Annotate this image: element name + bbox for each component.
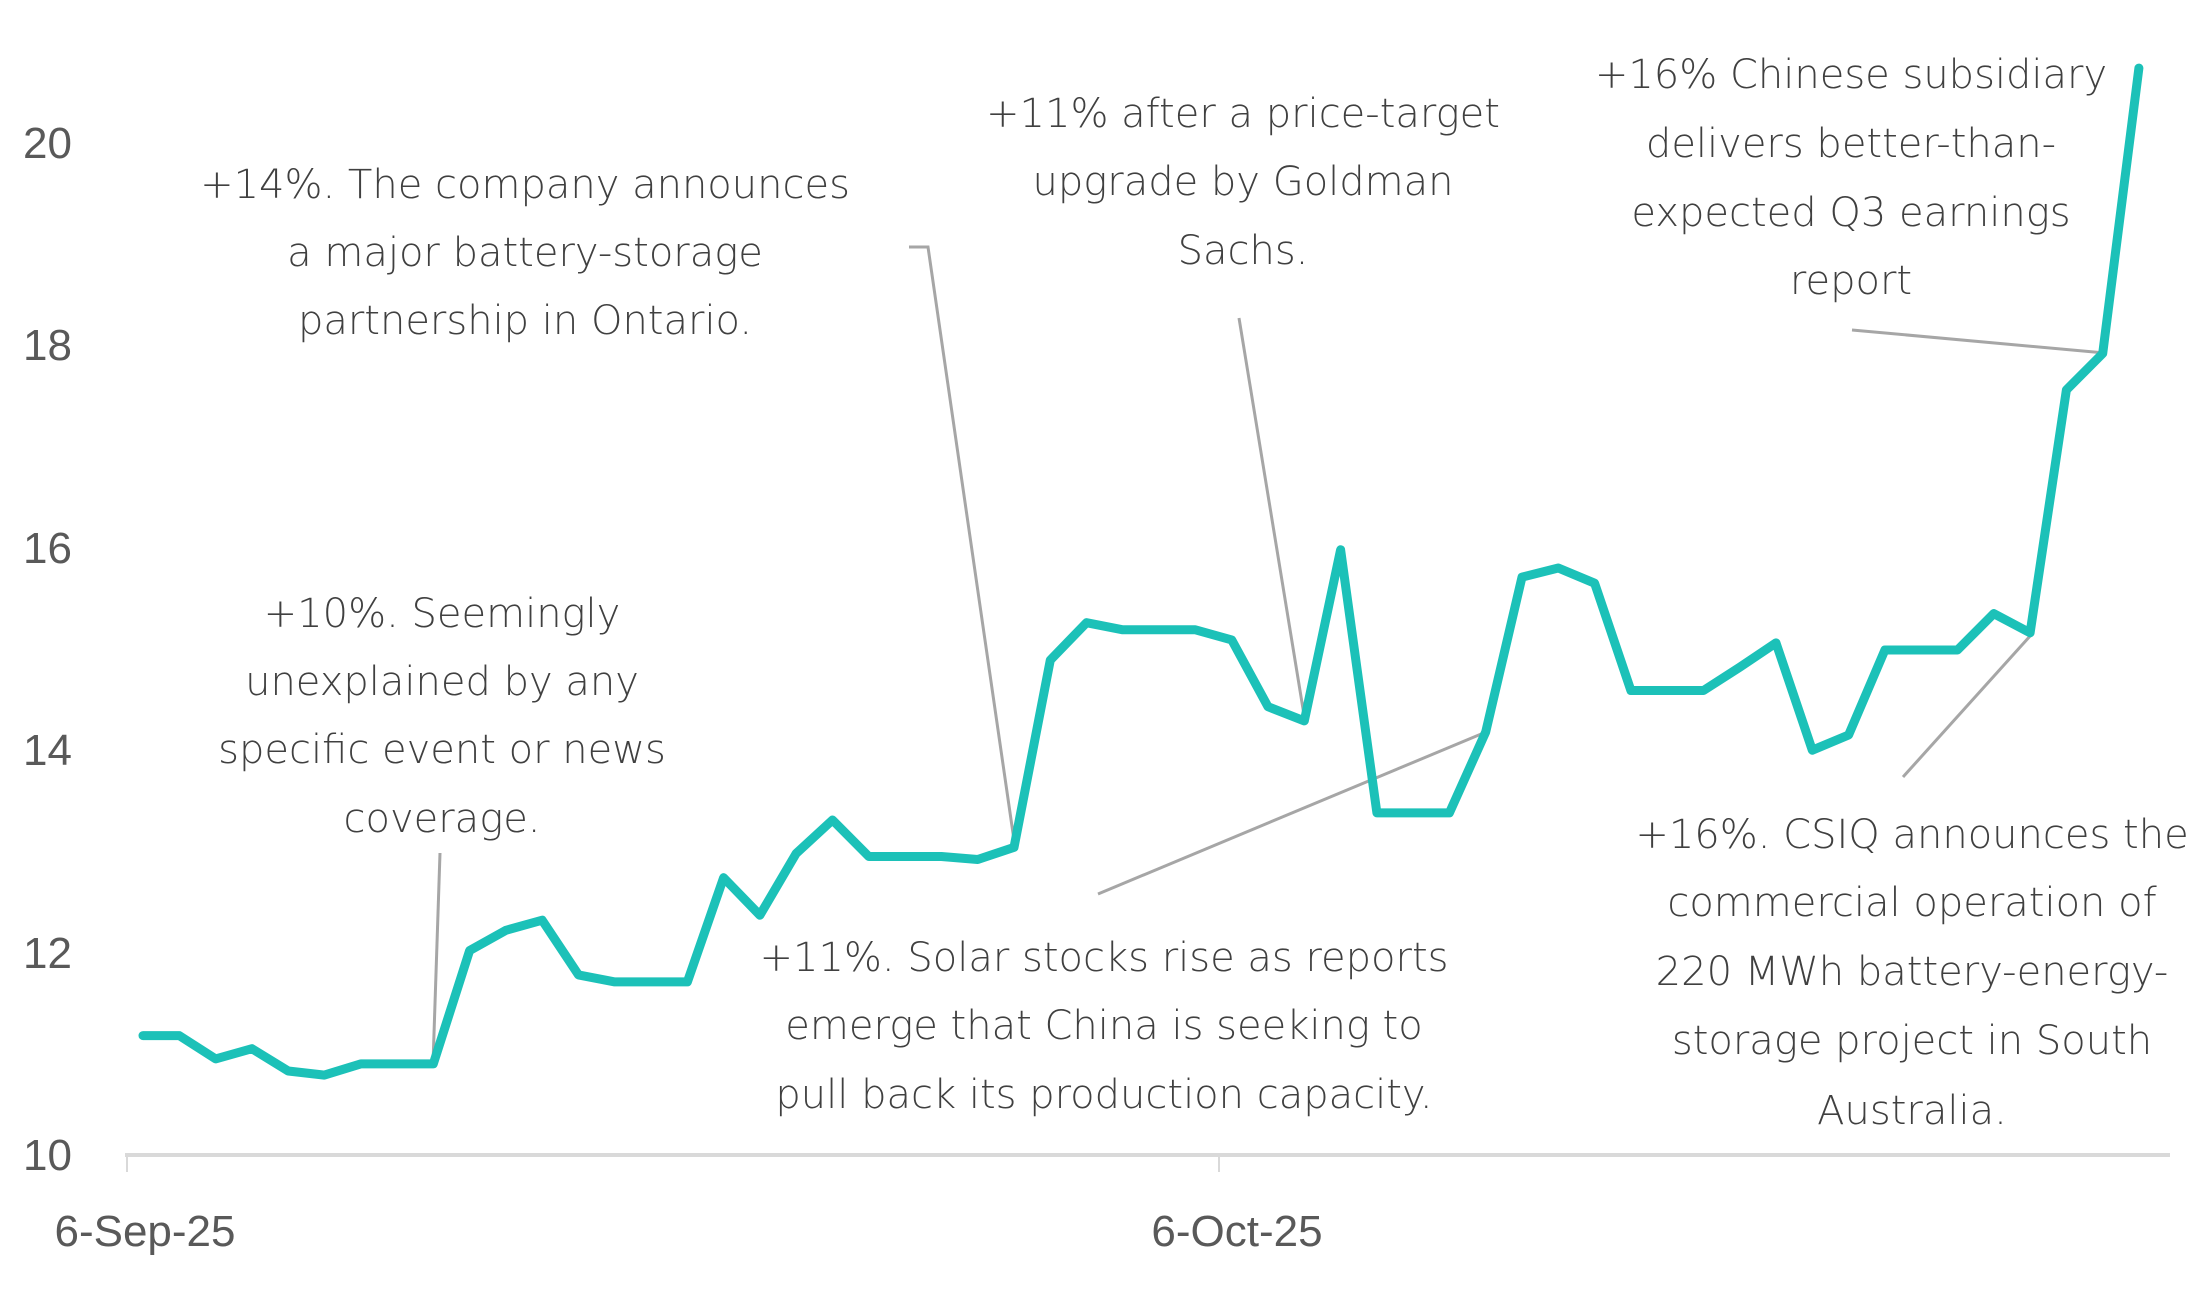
annotation-leaders (431, 245, 2106, 1065)
y-tick-12: 12 (23, 929, 72, 978)
y-tick-16: 16 (23, 524, 72, 573)
annotation-line: pull back its production capacity. (775, 1072, 1432, 1118)
annotation-line: delivers better-than- (1646, 121, 2056, 167)
annotation-line: 220 MWh battery-energy- (1656, 949, 2169, 995)
annotation-line: report (1790, 258, 1912, 304)
annotation-ontario: +14%. The company announces a major batt… (200, 162, 850, 344)
annotation-unexplained: +10%. Seemingly unexplained by any speci… (218, 591, 666, 842)
annotation-line: upgrade by Goldman (1033, 159, 1454, 205)
annotation-line: +10%. Seemingly (264, 591, 621, 637)
annotation-line: +14%. The company announces (200, 162, 850, 208)
leader-solar (1097, 730, 1487, 896)
y-tick-14: 14 (23, 726, 72, 775)
share-price-line (138, 63, 2144, 1080)
annotation-line: a major battery-storage (287, 230, 763, 276)
annotation-line: +16% Chinese subsidiary (1595, 52, 2107, 98)
y-axis-labels: 20 18 16 14 12 10 (23, 119, 72, 1180)
annotation-solar: +11%. Solar stocks rise as reports emerg… (759, 935, 1448, 1118)
annotation-line: +11% after a price-target (986, 91, 1500, 137)
annotation-subsidiary: +16% Chinese subsidiary delivers better-… (1595, 52, 2107, 304)
annotation-line: emerge that China is seeking to (785, 1003, 1422, 1049)
annotation-goldman: +11% after a price-target upgrade by Gol… (986, 91, 1500, 274)
annotation-line: expected Q3 earnings (1631, 190, 2070, 236)
leader-unexplained (431, 852, 442, 1065)
annotation-line: Australia. (1817, 1088, 2007, 1134)
annotation-line: specific event or news (218, 727, 666, 773)
annotation-line: +11%. Solar stocks rise as reports (759, 935, 1448, 981)
x-tick-6-sep-25: 6-Sep-25 (54, 1207, 235, 1256)
y-tick-10: 10 (23, 1131, 72, 1180)
annotation-line: +16%. CSIQ announces the (1635, 812, 2188, 858)
leader-goldman (1237, 317, 1307, 722)
leader-subsidiary (1851, 328, 2106, 355)
annotation-csiq: +16%. CSIQ announces the commercial oper… (1635, 812, 2188, 1134)
annotation-line: Sachs. (1178, 228, 1309, 274)
annotation-line: commercial operation of (1667, 880, 2156, 926)
annotation-line: unexplained by any (245, 659, 639, 705)
annotation-line: partnership in Ontario. (298, 298, 752, 344)
annotation-line: coverage. (343, 796, 540, 842)
x-tick-6-oct-25: 6-Oct-25 (1151, 1207, 1322, 1256)
y-tick-18: 18 (23, 321, 72, 370)
annotation-line: storage project in South (1672, 1018, 2152, 1064)
leader-csiq (1901, 633, 2033, 779)
leader-ontario (909, 245, 1017, 848)
y-tick-20: 20 (23, 119, 72, 168)
x-axis: 6-Sep-25 6-Oct-25 (54, 1153, 2170, 1256)
